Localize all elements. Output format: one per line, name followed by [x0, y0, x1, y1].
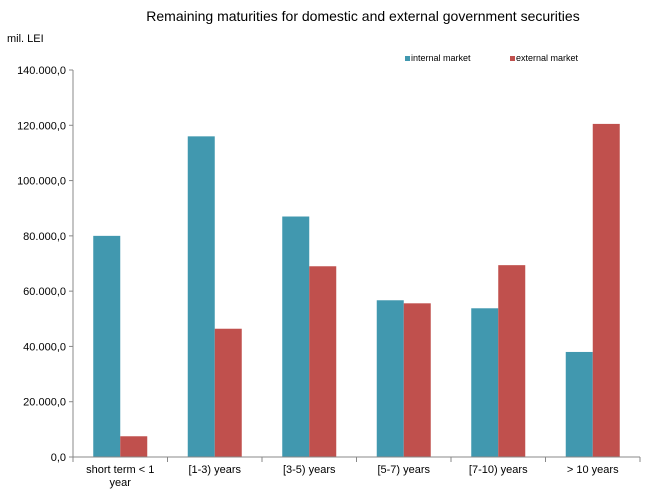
- x-category-label: > 10 years: [567, 464, 619, 476]
- bars-layer: [93, 123, 620, 458]
- bar-internal-0: [93, 235, 121, 457]
- bar-external-0: [120, 436, 148, 457]
- legend-swatch: [405, 56, 410, 61]
- x-category-label: [7-10) years: [469, 464, 528, 476]
- y-tick-label: 80.000,0: [23, 231, 66, 243]
- y-tick-label: 120.000,0: [17, 120, 66, 132]
- y-tick-label: 40.000,0: [23, 341, 66, 353]
- bar-external-1: [214, 328, 242, 457]
- bar-external-4: [498, 265, 526, 457]
- legend-label: internal market: [411, 53, 471, 63]
- bar-internal-1: [187, 136, 215, 458]
- x-category-label: short term < 1 year: [86, 464, 154, 489]
- legend-swatch: [510, 56, 515, 61]
- bar-internal-4: [471, 308, 499, 457]
- bar-external-2: [309, 266, 337, 457]
- legend: internal market external market: [405, 53, 579, 63]
- y-tick-label: 100.000,0: [17, 176, 66, 188]
- y-tick-label: 0,0: [51, 452, 66, 464]
- legend-label: external market: [516, 53, 579, 63]
- y-axis-label: mil. LEI: [7, 33, 44, 45]
- y-tick-label: 140.000,0: [17, 65, 66, 77]
- bar-internal-2: [282, 216, 310, 457]
- y-tick-label: 20.000,0: [23, 397, 66, 409]
- y-tick-label: 60.000,0: [23, 286, 66, 298]
- axes-layer: 0,0 20.000,0 40.000,0 60.000,0 80.000,0 100.0…: [17, 65, 641, 489]
- x-category-label: [5-7) years: [377, 464, 430, 476]
- bar-external-3: [403, 303, 431, 457]
- bar-external-5: [592, 123, 620, 458]
- bar-internal-3: [376, 300, 404, 457]
- chart-title: Remaining maturities for domestic and ex…: [146, 8, 579, 24]
- bar-internal-5: [565, 351, 593, 457]
- x-category-label: [1-3) years: [188, 464, 241, 476]
- x-category-label: [3-5) years: [283, 464, 336, 476]
